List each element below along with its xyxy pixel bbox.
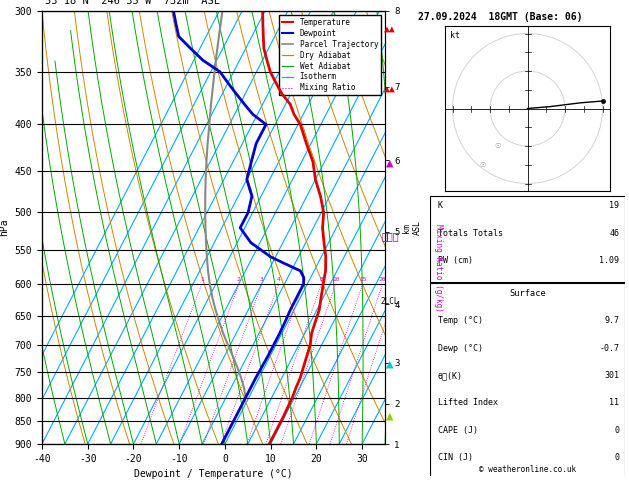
Text: Totals Totals: Totals Totals [438,229,503,238]
Text: 1: 1 [200,277,204,282]
Text: Dewp (°C): Dewp (°C) [438,344,483,353]
Text: Lifted Index: Lifted Index [438,399,498,407]
Text: θᴇ(K): θᴇ(K) [438,371,463,380]
Text: K: K [438,201,443,210]
Text: 0: 0 [614,426,619,435]
Text: -0.7: -0.7 [599,344,619,353]
Bar [430,283,625,479]
Text: ☉: ☉ [494,143,501,149]
Text: ▲: ▲ [386,156,394,169]
X-axis label: Dewpoint / Temperature (°C): Dewpoint / Temperature (°C) [134,469,293,479]
Y-axis label: hPa: hPa [0,219,9,236]
Text: © weatheronline.co.uk: © weatheronline.co.uk [479,465,576,474]
Text: 46: 46 [609,229,619,238]
Text: 2: 2 [237,277,241,282]
Text: kt: kt [450,31,460,40]
Text: 20: 20 [379,277,386,282]
Y-axis label: km
ASL: km ASL [402,220,421,235]
Text: 9.7: 9.7 [604,316,619,326]
Legend: Temperature, Dewpoint, Parcel Trajectory, Dry Adiabat, Wet Adiabat, Isotherm, Mi: Temperature, Dewpoint, Parcel Trajectory… [279,15,381,95]
Text: ☉: ☉ [479,162,486,168]
Text: Temp (°C): Temp (°C) [438,316,483,326]
Text: ▲: ▲ [386,409,394,422]
Text: 1.09: 1.09 [599,256,619,265]
Text: ⅡⅡⅡ: ⅡⅡⅡ [381,231,399,241]
Text: CAPE (J): CAPE (J) [438,426,478,435]
Text: 2LCL: 2LCL [381,296,399,306]
Text: PW (cm): PW (cm) [438,256,473,265]
Text: ▲▲: ▲▲ [384,84,396,94]
Text: 15: 15 [359,277,367,282]
Text: CIN (J): CIN (J) [438,453,473,462]
Text: 10: 10 [332,277,340,282]
Text: 6: 6 [301,277,305,282]
Text: Surface: Surface [509,289,546,298]
Text: 8: 8 [320,277,323,282]
Text: ▲: ▲ [386,357,394,370]
Bar [430,481,625,486]
Text: 27.09.2024  18GMT (Base: 06): 27.09.2024 18GMT (Base: 06) [418,12,583,22]
Text: 11: 11 [609,399,619,407]
Text: 19: 19 [609,201,619,210]
Text: 53°18'N  246°35'W  732m  ASL: 53°18'N 246°35'W 732m ASL [45,0,220,6]
Text: 0: 0 [614,453,619,462]
Text: 3: 3 [260,277,264,282]
Text: ▲▲: ▲▲ [384,23,396,34]
Bar [430,196,625,281]
Text: 301: 301 [604,371,619,380]
Text: 4: 4 [277,277,281,282]
